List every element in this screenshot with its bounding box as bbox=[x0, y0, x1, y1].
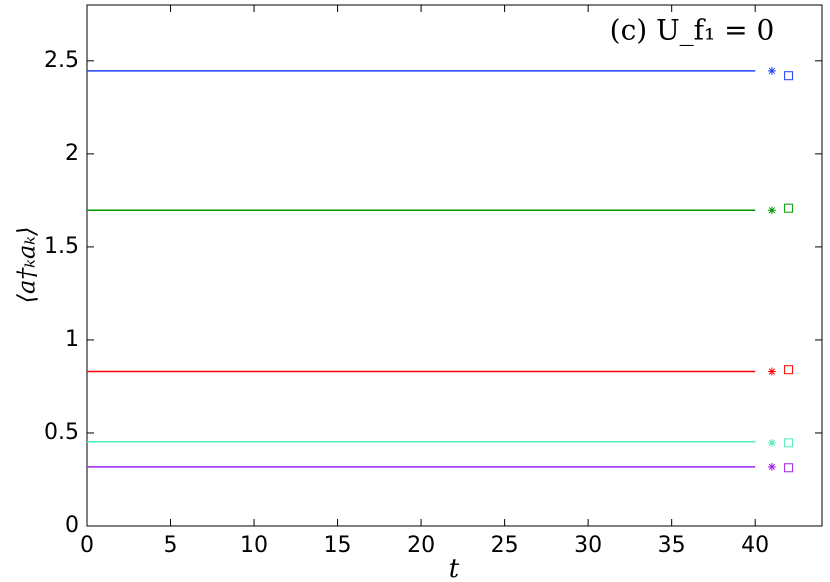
x-tick-label: 0 bbox=[80, 533, 94, 558]
x-tick-label: 15 bbox=[324, 533, 352, 558]
x-tick-label: 40 bbox=[741, 533, 769, 558]
square-marker bbox=[784, 438, 794, 448]
x-tick-label: 5 bbox=[164, 533, 178, 558]
plot-frame bbox=[86, 4, 823, 527]
star-marker bbox=[767, 206, 776, 215]
x-axis-label: t bbox=[449, 554, 460, 582]
y-tick-label: 0.5 bbox=[44, 420, 79, 445]
star-marker bbox=[767, 438, 776, 447]
star-marker bbox=[767, 367, 776, 376]
y-axis-label: ⟨a†ₖaₖ⟩ bbox=[13, 227, 41, 304]
x-tick-label: 10 bbox=[240, 533, 268, 558]
star-marker bbox=[767, 66, 776, 75]
star-marker bbox=[767, 462, 776, 471]
square-marker bbox=[784, 463, 794, 473]
y-tick-label: 2.5 bbox=[44, 48, 79, 73]
x-tick-label: 30 bbox=[574, 533, 602, 558]
x-tick-label: 35 bbox=[658, 533, 686, 558]
y-tick-label: 1.5 bbox=[44, 234, 79, 259]
y-tick-label: 0 bbox=[65, 513, 79, 538]
y-tick-label: 2 bbox=[65, 141, 79, 166]
square-marker bbox=[784, 203, 794, 213]
square-marker bbox=[784, 71, 794, 81]
x-tick-label: 25 bbox=[491, 533, 519, 558]
y-tick-label: 1 bbox=[65, 327, 79, 352]
annotation: (c) U_f₁ = 0 bbox=[610, 14, 775, 47]
x-tick-label: 20 bbox=[407, 533, 435, 558]
square-marker bbox=[784, 365, 794, 375]
